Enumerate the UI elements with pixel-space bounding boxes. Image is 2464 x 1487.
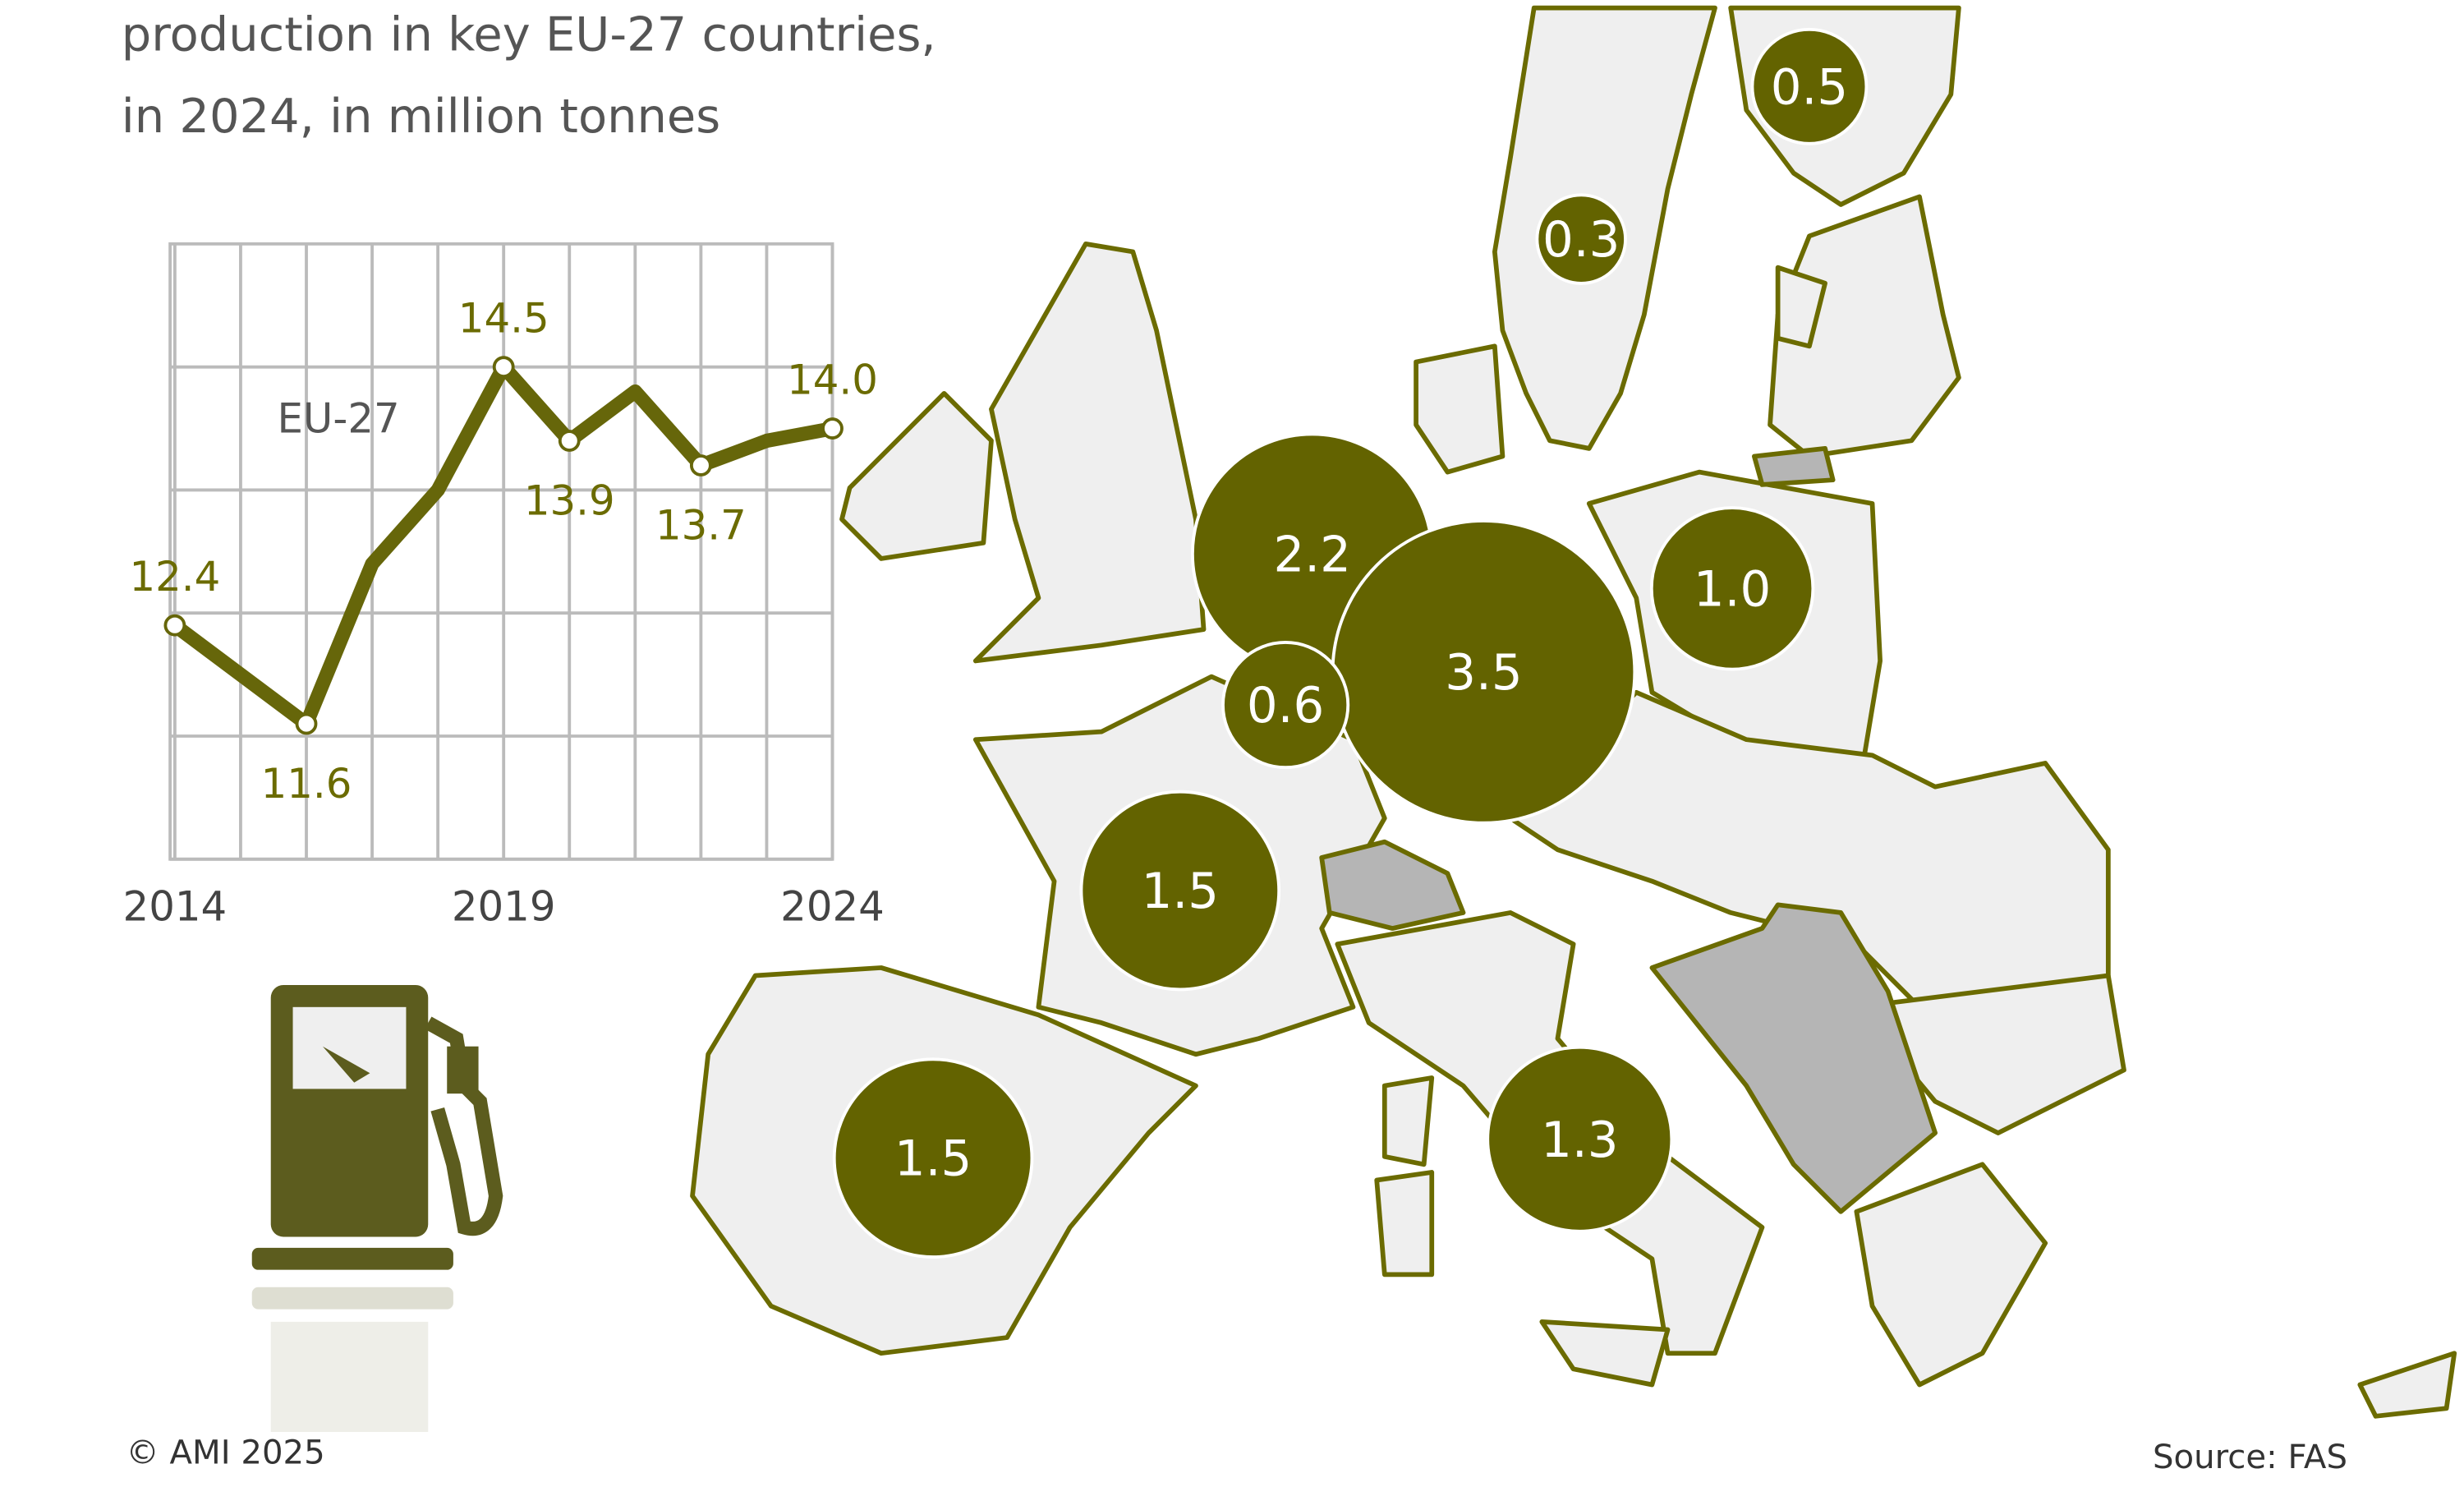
data-label: 11.6 (261, 760, 352, 808)
x-tick-label: 2014 (123, 882, 228, 930)
bubble (1221, 641, 1350, 770)
bubble (1750, 27, 1869, 145)
point (295, 712, 318, 735)
data-label: 14.0 (787, 356, 878, 403)
bubble (1079, 790, 1281, 992)
bubble-label: 1.5 (894, 1131, 972, 1188)
x-tick-label: 2019 (452, 882, 556, 930)
bubble-label: 1.0 (1694, 561, 1771, 618)
bubble-label: 0.5 (1771, 59, 1848, 116)
bubble (832, 1057, 1034, 1259)
legend-label: EU-27 (277, 395, 399, 443)
bubble-label: 1.5 (1142, 863, 1219, 920)
x-tick-label: 2024 (780, 882, 885, 930)
bubble-label: 0.3 (1542, 212, 1620, 269)
fuel-pump-icon (251, 985, 503, 1432)
data-label: 14.5 (458, 295, 549, 343)
point (689, 454, 712, 476)
point (558, 430, 581, 452)
data-label: 13.9 (524, 477, 615, 525)
bubble (1486, 1045, 1674, 1233)
chart-title: production in key EU-27 countries, (122, 7, 936, 62)
bubble-label: 1.3 (1541, 1112, 1618, 1169)
bubble-label: 3.5 (1445, 645, 1522, 702)
credit: © AMI 2025 (126, 1434, 325, 1471)
point (821, 417, 844, 440)
point (492, 356, 515, 379)
data-label: 13.7 (655, 502, 747, 550)
source: Source: FAS (2153, 1439, 2347, 1476)
data-label: 12.4 (129, 553, 220, 601)
chart-title: in 2024, in million tonnes (122, 89, 720, 144)
bubble (1649, 506, 1815, 671)
bubble (1535, 193, 1627, 285)
bubble-label: 0.6 (1247, 678, 1324, 734)
bubble-label: 2.2 (1273, 527, 1350, 583)
point (163, 614, 186, 637)
